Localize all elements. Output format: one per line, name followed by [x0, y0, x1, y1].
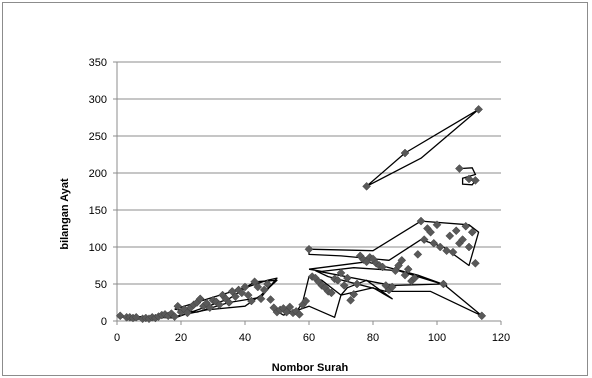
data-point	[403, 264, 413, 274]
data-point	[295, 309, 304, 319]
data-point	[266, 295, 275, 304]
data-point	[387, 282, 397, 292]
data-point	[419, 235, 429, 244]
data-point	[327, 288, 336, 298]
data-point	[215, 300, 224, 310]
data-point	[263, 279, 272, 289]
data-point	[416, 216, 426, 226]
x-tick-labels: 0 20 40 60 80 100 120	[114, 332, 510, 344]
data-point	[231, 292, 240, 301]
data-points	[115, 105, 487, 324]
data-point	[240, 282, 250, 292]
data-point	[352, 279, 362, 289]
data-point	[471, 176, 480, 185]
data-point	[362, 181, 371, 191]
hook-outline	[459, 167, 477, 186]
data-point	[237, 288, 247, 298]
data-point	[400, 148, 410, 158]
data-point	[253, 282, 263, 292]
y-tick-label: 150	[89, 205, 107, 217]
data-point	[131, 312, 141, 322]
data-point	[471, 258, 480, 268]
x-tick-label: 0	[114, 332, 120, 344]
data-point	[467, 227, 477, 237]
x-tick-label: 80	[367, 332, 379, 344]
data-point	[464, 174, 474, 184]
data-point	[410, 273, 419, 283]
x-axis-label: Nombor Surah	[272, 362, 349, 374]
axes	[113, 61, 502, 325]
data-point	[173, 301, 183, 311]
y-tick-label: 250	[89, 131, 107, 143]
data-point	[301, 296, 311, 306]
y-tick-label: 200	[89, 168, 107, 180]
data-point	[394, 261, 403, 270]
y-tick-label: 50	[95, 279, 107, 291]
x-tick-label: 40	[239, 332, 251, 344]
y-axis-label: bilangan Ayat	[59, 178, 71, 250]
y-tick-label: 0	[101, 316, 107, 328]
data-point	[205, 303, 215, 313]
data-point	[195, 294, 205, 304]
data-point	[183, 308, 192, 318]
data-point	[336, 268, 346, 278]
cluster-outlines	[116, 108, 483, 321]
data-point	[259, 285, 269, 295]
x-tick-label: 100	[428, 332, 446, 344]
data-point	[304, 244, 314, 254]
data-point	[426, 227, 435, 237]
data-point	[432, 220, 442, 230]
cluster-outline	[366, 108, 480, 187]
data-point	[115, 311, 125, 321]
data-point	[455, 164, 464, 173]
data-point	[429, 238, 439, 248]
x-tick-label: 60	[303, 332, 315, 344]
data-point	[343, 273, 352, 283]
data-point	[349, 290, 359, 299]
data-point	[435, 242, 445, 252]
y-tick-label: 300	[89, 94, 107, 106]
data-point	[224, 298, 234, 307]
data-point	[474, 105, 483, 114]
data-point	[391, 266, 400, 276]
data-point	[477, 311, 487, 321]
data-point	[346, 295, 355, 305]
cluster-outline	[315, 270, 483, 317]
data-point	[256, 294, 266, 304]
x-tick-label: 20	[175, 332, 187, 344]
data-point	[458, 235, 467, 244]
data-point	[250, 277, 259, 287]
data-point	[285, 302, 295, 312]
data-point	[448, 247, 458, 257]
data-point	[378, 262, 387, 272]
x-tick-label: 120	[492, 332, 510, 344]
cluster-outline	[340, 279, 393, 300]
data-point	[442, 246, 451, 256]
y-tick-label: 100	[89, 242, 107, 254]
data-point	[445, 231, 455, 241]
data-point	[170, 312, 179, 321]
data-point	[413, 250, 423, 259]
data-point	[247, 296, 256, 306]
data-point	[464, 242, 474, 252]
data-point	[333, 275, 343, 285]
data-point	[243, 290, 253, 300]
y-tick-label: 350	[89, 57, 107, 69]
data-point	[397, 255, 407, 265]
data-point	[400, 270, 410, 280]
y-tick-labels: 0 50 100 150 200 250 300 350	[89, 57, 107, 328]
data-point	[339, 281, 349, 290]
data-point	[282, 307, 291, 317]
data-point	[451, 226, 461, 236]
data-point	[461, 221, 471, 231]
data-point	[439, 279, 448, 289]
cluster-outline	[308, 220, 480, 267]
